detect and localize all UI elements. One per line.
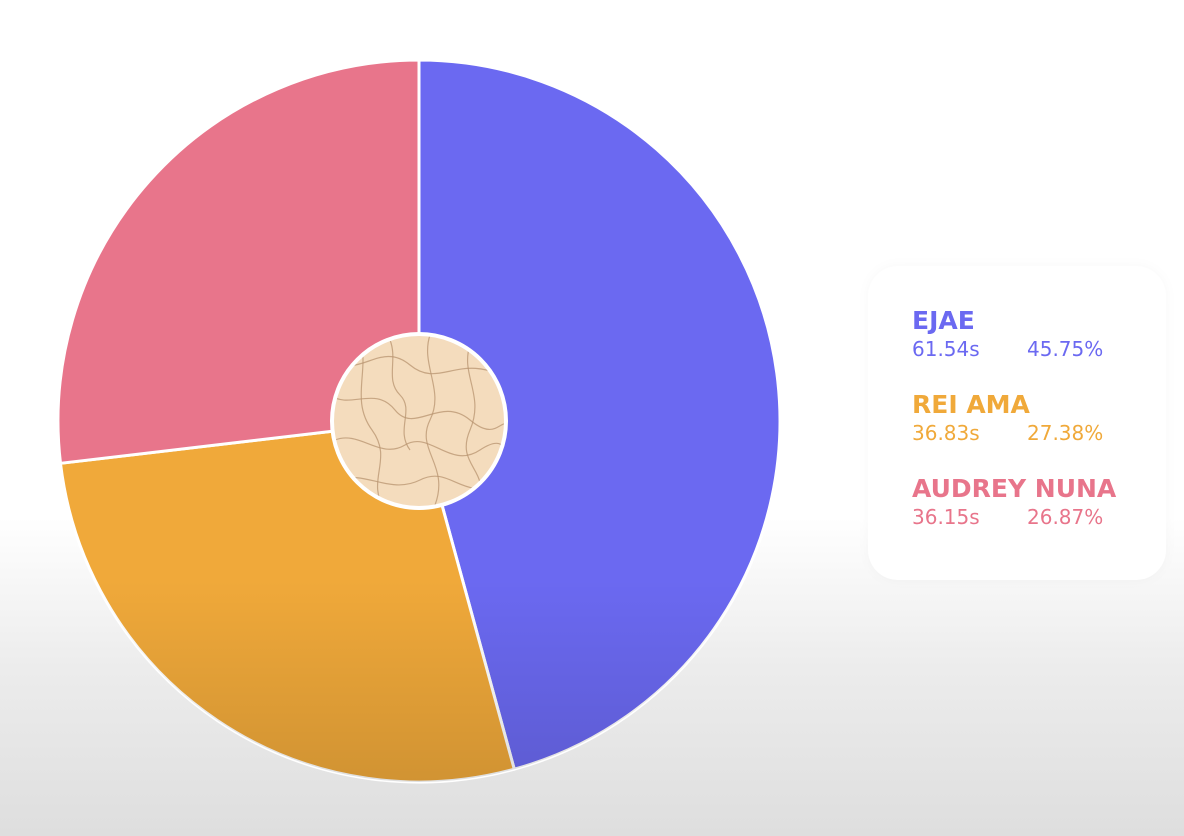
center-badge <box>330 332 508 510</box>
texture-line <box>465 344 482 501</box>
center-ring <box>330 332 508 510</box>
legend-time: 36.83s <box>912 421 980 445</box>
legend-percent: 45.75% <box>1027 337 1104 361</box>
legend-name: EJAE <box>912 306 975 335</box>
legend-item-ejae: EJAE 61.54s 45.75% <box>912 306 1103 362</box>
texture-line <box>332 355 506 381</box>
legend-percent: 26.87% <box>1027 505 1104 529</box>
legend-name: REI AMA <box>912 390 1030 419</box>
texture-line <box>425 334 440 506</box>
texture-line <box>389 339 411 451</box>
legend-percent: 27.38% <box>1027 421 1104 445</box>
legend-time: 36.15s <box>912 505 980 529</box>
legend-card: EJAE 61.54s 45.75% REI AMA 36.83s 27.38%… <box>868 266 1166 580</box>
texture-line <box>359 339 386 508</box>
legend-item-audrey-nuna: AUDREY NUNA 36.15s 26.87% <box>912 474 1116 530</box>
legend-name: AUDREY NUNA <box>912 474 1117 503</box>
legend-item-rei-ama: REI AMA 36.83s 27.38% <box>912 390 1103 446</box>
pie-slices <box>56 58 782 784</box>
textured-circle-icon <box>332 334 506 508</box>
texture-line <box>332 394 506 431</box>
legend-time: 61.54s <box>912 337 980 361</box>
